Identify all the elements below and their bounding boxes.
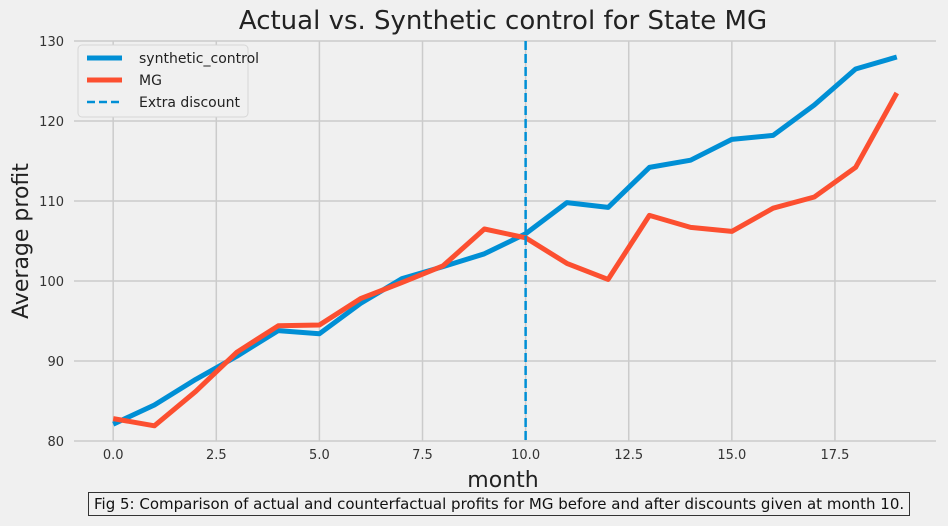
x-tick-label: 15.0 <box>717 448 746 463</box>
legend-box <box>77 44 249 118</box>
chart-title: Actual vs. Synthetic control for State M… <box>239 6 767 36</box>
y-tick-label: 90 <box>47 355 64 370</box>
y-tick-label: 80 <box>47 435 64 450</box>
x-tick-label: 10.0 <box>511 448 540 463</box>
figure-caption: Fig 5: Comparison of actual and counterf… <box>88 492 911 516</box>
y-tick-label: 130 <box>39 35 64 50</box>
x-tick-label: 2.5 <box>206 448 227 463</box>
y-tick-label: 100 <box>39 275 64 290</box>
y-tick-label: 120 <box>39 115 64 130</box>
y-tick-label: 110 <box>39 195 64 210</box>
legend-label: Extra discount <box>139 95 240 111</box>
x-tick-label: 17.5 <box>820 448 849 463</box>
legend-label: MG <box>139 73 162 89</box>
x-tick-label: 7.5 <box>412 448 433 463</box>
x-tick-label: 12.5 <box>614 448 643 463</box>
series-line-synthetic-control <box>112 54 898 427</box>
x-tick-label: 0.0 <box>103 448 124 463</box>
x-axis-label: month <box>467 468 538 493</box>
legend-label: synthetic_control <box>139 51 259 67</box>
x-tick-label: 5.0 <box>309 448 330 463</box>
series-line-mg <box>112 91 899 429</box>
y-axis-label: Average profit <box>9 163 34 319</box>
